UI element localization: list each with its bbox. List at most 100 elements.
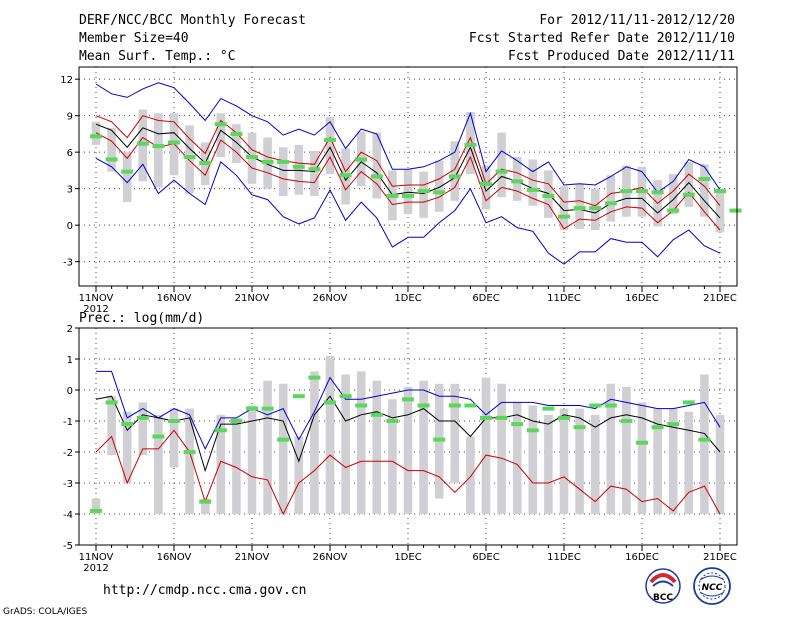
- prec-marker: [308, 375, 321, 380]
- temp-marker: [183, 155, 196, 160]
- temp-marker: [729, 208, 742, 213]
- prec-xtick-label: 6DEC: [472, 552, 499, 563]
- temp-xtick-label: 11DEC: [547, 293, 581, 304]
- prec-spread-bar: [684, 411, 694, 514]
- bcc-logo: BCC: [645, 568, 681, 604]
- prec-marker: [620, 419, 633, 423]
- temp-series-max: [95, 82, 721, 193]
- temp-marker: [651, 190, 664, 195]
- temp-marker: [261, 159, 274, 164]
- temp-spread-bar: [559, 186, 569, 231]
- prec-marker: [246, 406, 258, 411]
- prec-marker: [558, 415, 570, 420]
- member-size-label: Member Size=40: [79, 31, 189, 46]
- temp-spread-bar: [450, 141, 460, 201]
- prec-spread-bar: [528, 405, 538, 514]
- temp-spread-bar: [107, 127, 116, 172]
- prec-spread-bar: [497, 383, 506, 514]
- temp-marker: [604, 201, 617, 206]
- prec-spread-bar: [310, 371, 319, 514]
- prec-spread-bar: [388, 399, 397, 514]
- temp-marker: [433, 190, 446, 195]
- ncc-logo: NCC: [693, 567, 731, 605]
- prec-spread-bar: [606, 383, 616, 514]
- prec-spread-bar: [263, 380, 272, 514]
- prec-spread-bar: [700, 374, 709, 514]
- prec-marker: [542, 406, 555, 411]
- temp-series-min: [95, 157, 721, 265]
- temp-spread-bar: [232, 124, 241, 164]
- prec-spread-bar: [325, 355, 335, 514]
- temp-marker: [698, 176, 711, 181]
- prec-spread-bar: [200, 498, 210, 514]
- temp-spread-bar: [684, 161, 694, 207]
- temp-marker: [589, 206, 602, 211]
- prec-marker: [339, 394, 352, 399]
- prec-spread-bar: [637, 402, 647, 514]
- prec-xtick-label: 16NOV: [157, 552, 192, 563]
- prec-marker: [199, 499, 212, 504]
- start-date-label: Fcst Started Refer Date 2012/11/10: [469, 31, 735, 46]
- temp-spread-bar: [497, 132, 506, 198]
- prec-spread-bar: [668, 408, 678, 514]
- temp-spread-bar: [700, 164, 709, 217]
- temp-marker: [90, 134, 102, 139]
- prec-marker: [324, 400, 336, 405]
- temp-spread-bar: [668, 174, 678, 215]
- prec-marker: [495, 415, 508, 420]
- temp-spread-bar: [434, 160, 444, 212]
- temp-ytick-label: 0: [67, 221, 73, 232]
- produced-date-label: Fcst Produced Date 2012/11/11: [508, 49, 735, 64]
- temp-spread-bar: [310, 150, 319, 196]
- forecast-period-label: For 2012/11/11-2012/12/20: [539, 13, 735, 28]
- temp-marker: [121, 169, 134, 174]
- temp-spread-bar: [325, 116, 335, 175]
- prec-ytick-label: -1: [63, 417, 73, 428]
- temp-marker: [136, 141, 149, 146]
- prec-ytick-label: -4: [63, 510, 73, 521]
- prec-spread-bar: [232, 417, 241, 514]
- prec-marker: [136, 415, 149, 420]
- temp-series-upper: [95, 115, 721, 207]
- prec-spread-bar: [481, 377, 491, 514]
- prec-spread-bar: [294, 436, 304, 514]
- temp-marker: [448, 174, 461, 179]
- temp-xtick-year: 2012: [83, 304, 108, 315]
- temp-spread-bar: [278, 147, 288, 196]
- temp-marker: [464, 142, 477, 147]
- temp-marker: [355, 157, 368, 162]
- temp-xtick-label: 6DEC: [472, 293, 499, 304]
- temp-variable-label: Mean Surf. Temp.: °C: [79, 49, 236, 64]
- prec-spread-bar: [169, 408, 179, 468]
- prec-series-min: [95, 429, 721, 516]
- prec-spread-bar: [653, 408, 662, 514]
- temp-marker: [339, 173, 352, 178]
- prec-marker: [386, 419, 399, 423]
- prec-marker: [589, 403, 602, 408]
- prec-spread-bar: [216, 414, 226, 514]
- temp-marker: [495, 169, 508, 174]
- temp-marker: [370, 174, 383, 179]
- temp-marker: [308, 167, 321, 172]
- prec-marker: [651, 425, 664, 430]
- prec-xtick-label: 21NOV: [235, 552, 270, 563]
- temp-ytick-label: 9: [67, 112, 73, 123]
- temp-spread-bar: [185, 125, 194, 194]
- prec-ytick-label: 1: [67, 355, 73, 366]
- prec-marker: [682, 400, 695, 405]
- temp-marker: [105, 157, 118, 162]
- prec-marker: [511, 422, 524, 427]
- temp-spread-bar: [372, 132, 382, 199]
- prec-ytick-label: -5: [63, 541, 73, 552]
- temp-marker: [277, 159, 290, 164]
- prec-marker: [464, 403, 477, 408]
- prec-marker: [183, 450, 196, 454]
- prec-spread-bar: [278, 383, 288, 514]
- temp-marker: [292, 164, 305, 169]
- temp-marker: [230, 131, 243, 136]
- temp-xtick-label: 16DEC: [625, 293, 659, 304]
- temp-xtick-label: 11NOV: [79, 293, 114, 304]
- prec-xtick-label: 21DEC: [703, 552, 737, 563]
